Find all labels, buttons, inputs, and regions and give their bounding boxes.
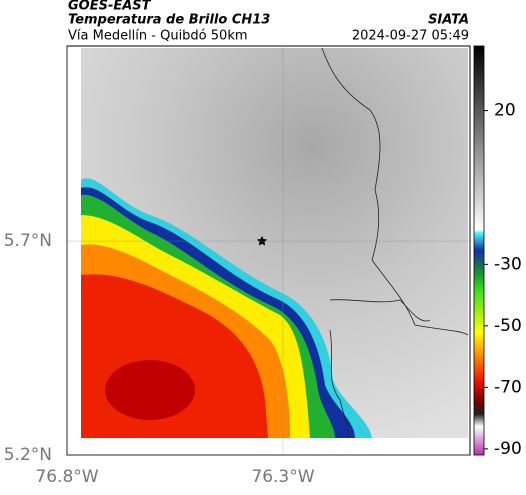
- caption: Vía Medellín - Quibdó 50km: [68, 29, 248, 44]
- colorbar-tick-label: 20: [494, 101, 516, 121]
- colorbar-tick-label: -90: [494, 439, 522, 459]
- colorbar-tick-label: -50: [494, 316, 522, 336]
- subtitle: Temperatura de Brillo CH13: [68, 13, 270, 28]
- colorbar-tick-label: -30: [494, 254, 522, 274]
- y-tick-label: 5.7°N: [4, 231, 52, 251]
- brand: SIATA: [428, 13, 469, 28]
- colorbar: [473, 45, 485, 456]
- title: GOES-EAST: [68, 0, 152, 14]
- x-tick-label: 76.8°W: [35, 467, 98, 487]
- x-tick-label: 76.3°W: [251, 467, 314, 487]
- y-tick-label: 5.2°N: [4, 445, 52, 465]
- satellite-image: [81, 47, 469, 439]
- timestamp: 2024-09-27 05:49: [352, 29, 469, 44]
- colorbar-tick-label: -70: [494, 377, 522, 397]
